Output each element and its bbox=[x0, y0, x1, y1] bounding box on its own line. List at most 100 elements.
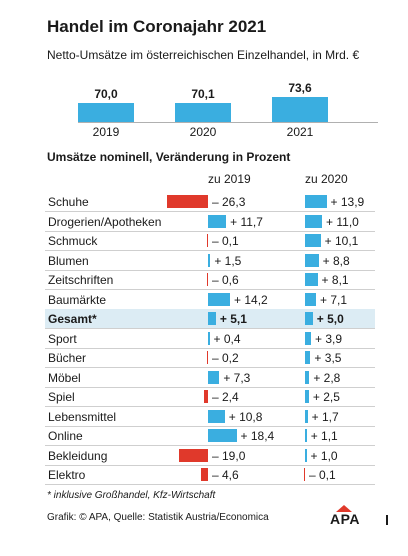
chart-title: Handel im Coronajahr 2021 bbox=[47, 17, 267, 36]
change-2020-bar bbox=[305, 390, 309, 403]
revenue-value-label: 73,6 bbox=[288, 80, 312, 95]
row-category-label: Online bbox=[48, 429, 83, 443]
table-row: Drogerien/Apotheken + 11,7 + 11,0 bbox=[45, 212, 375, 232]
change-2019-bar bbox=[167, 195, 208, 208]
change-2020-bar bbox=[305, 370, 310, 384]
change-2019-bar bbox=[178, 448, 208, 462]
change-2019-bar bbox=[206, 234, 208, 247]
logo-text: APA bbox=[330, 511, 361, 527]
row-category-label: Spiel bbox=[48, 390, 75, 404]
change-2019-bar bbox=[208, 331, 210, 345]
change-2019-bar bbox=[208, 370, 220, 384]
revenue-value-label: 70,0 bbox=[94, 87, 118, 102]
change-2019-bar bbox=[206, 273, 208, 286]
change-2020-value: + 8,1 bbox=[321, 273, 349, 287]
table-row: Lebensmittel + 10,8 + 1,7 bbox=[45, 407, 375, 427]
revenue-bar-2019 bbox=[78, 103, 134, 122]
row-category-label: Sport bbox=[48, 331, 77, 346]
year-tick-label: 2020 bbox=[189, 125, 217, 139]
change-2019-bar bbox=[208, 214, 227, 228]
change-2019-value: – 0,2 bbox=[212, 351, 239, 365]
change-2019-value: – 2,4 bbox=[212, 390, 239, 404]
change-2019-value: + 5,1 bbox=[219, 312, 247, 326]
table-row: Sport + 0,4 + 3,9 bbox=[45, 329, 375, 349]
change-2020-value: + 13,9 bbox=[330, 195, 365, 209]
change-2020-value: + 2,8 bbox=[313, 370, 341, 385]
change-2020-value: + 11,0 bbox=[326, 214, 359, 229]
row-category-label: Zeitschriften bbox=[48, 273, 114, 287]
column-header-2019: zu 2019 bbox=[208, 172, 251, 186]
change-2019-bar bbox=[208, 409, 225, 423]
change-2019-value: – 4,6 bbox=[212, 468, 239, 482]
change-2019-value: + 10,8 bbox=[228, 409, 263, 424]
change-2020-bar bbox=[305, 253, 319, 267]
row-category-label: Lebensmittel bbox=[48, 409, 117, 424]
row-category-label: Elektro bbox=[48, 468, 86, 482]
change-2020-bar bbox=[305, 234, 321, 247]
footnote: * inklusive Großhandel, Kfz-Wirtschaft bbox=[47, 490, 216, 501]
table-row: Spiel – 2,4 + 2,5 bbox=[45, 387, 375, 407]
row-category-label: Bekleidung bbox=[48, 448, 108, 463]
change-2020-value: + 1,7 bbox=[311, 409, 339, 424]
change-2020-bar bbox=[305, 351, 311, 364]
table-row: Zeitschriften – 0,6 + 8,1 bbox=[45, 270, 375, 290]
row-category-label: Möbel bbox=[48, 370, 81, 385]
change-2020-bar bbox=[305, 331, 312, 345]
change-2020-bar bbox=[305, 429, 307, 442]
column-header-2020: zu 2020 bbox=[305, 172, 348, 186]
axis-line bbox=[78, 122, 378, 123]
change-2019-value: + 18,4 bbox=[240, 429, 275, 443]
change-2020-value: + 10,1 bbox=[324, 234, 359, 248]
row-category-label: Blumen bbox=[48, 253, 89, 268]
change-2019-bar bbox=[204, 390, 208, 403]
change-2019-bar bbox=[208, 429, 237, 442]
change-2019-value: + 11,7 bbox=[230, 214, 263, 229]
table-row: Möbel + 7,3 + 2,8 bbox=[45, 368, 375, 388]
change-2020-bar bbox=[305, 448, 307, 462]
change-2020-value: + 1,1 bbox=[310, 429, 338, 443]
change-2020-value: + 7,1 bbox=[320, 292, 348, 307]
change-2019-bar bbox=[208, 253, 211, 267]
change-2020-bar bbox=[305, 292, 316, 306]
revenue-bar-2021 bbox=[272, 96, 328, 122]
table-row: Schmuck – 0,1 + 10,1 bbox=[45, 231, 375, 251]
source-credit: Grafik: © APA, Quelle: Statistik Austria… bbox=[47, 512, 269, 523]
change-2020-bar bbox=[305, 273, 318, 286]
change-2019-value: – 26,3 bbox=[212, 195, 246, 209]
logo-triangle-icon bbox=[336, 505, 352, 512]
change-2019-value: + 1,5 bbox=[214, 253, 242, 268]
change-2019-bar bbox=[208, 312, 216, 325]
change-2019-bar bbox=[200, 468, 208, 481]
row-category-label: Bücher bbox=[48, 351, 87, 365]
chart-subtitle: Netto-Umsätze im österreichischen Einzel… bbox=[47, 48, 360, 62]
change-2019-value: – 0,1 bbox=[212, 234, 239, 248]
row-category-label: Baumärkte bbox=[48, 292, 107, 307]
change-2020-bar bbox=[305, 214, 323, 228]
revenue-value-label: 70,1 bbox=[191, 87, 215, 102]
change-2020-value: + 3,9 bbox=[315, 331, 343, 346]
change-2019-value: – 0,6 bbox=[212, 273, 239, 287]
table-row: Elektro – 4,6 – 0,1 bbox=[45, 465, 375, 485]
table-row: Online + 18,4 + 1,1 bbox=[45, 426, 375, 446]
year-tick-label: 2021 bbox=[286, 125, 314, 139]
change-2020-value: + 8,8 bbox=[322, 253, 350, 268]
change-2020-value: – 0,1 bbox=[309, 468, 336, 482]
change-2020-value: + 1,0 bbox=[310, 448, 338, 463]
change-2019-value: – 19,0 bbox=[212, 448, 246, 463]
edge-mark bbox=[386, 515, 388, 525]
row-category-label: Schuhe bbox=[48, 195, 89, 209]
year-tick-label: 2019 bbox=[92, 125, 120, 139]
revenue-bar-chart: 70,0 2019 70,1 2020 73,6 2021 bbox=[78, 70, 378, 139]
change-2020-bar bbox=[305, 409, 308, 423]
row-category-label: Gesamt* bbox=[48, 312, 97, 326]
change-2020-value: + 5,0 bbox=[316, 312, 344, 326]
table-row: Blumen + 1,5 + 8,8 bbox=[45, 251, 375, 271]
table-row: Baumärkte + 14,2 + 7,1 bbox=[45, 290, 375, 310]
table-row: Bücher – 0,2 + 3,5 bbox=[45, 348, 375, 368]
change-2020-bar bbox=[305, 195, 327, 208]
table-row: Bekleidung – 19,0 + 1,0 bbox=[45, 446, 375, 466]
change-2020-bar bbox=[305, 312, 313, 325]
change-2020-value: + 3,5 bbox=[314, 351, 342, 365]
table-row: Gesamt* + 5,1 + 5,0 bbox=[45, 309, 375, 329]
section-title: Umsätze nominell, Veränderung in Prozent bbox=[47, 150, 291, 164]
